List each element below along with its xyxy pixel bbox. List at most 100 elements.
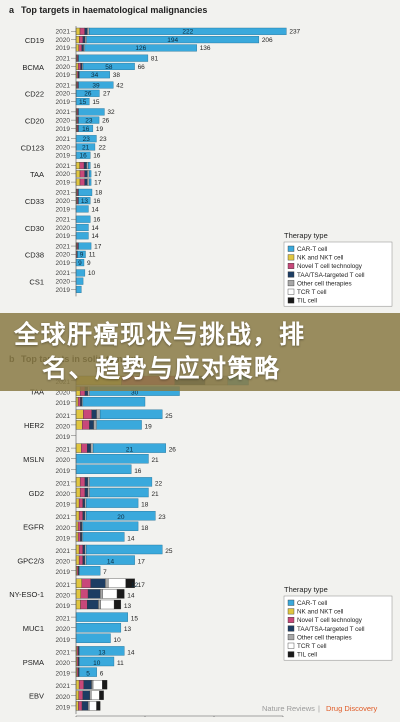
legend-entry: NK and NKT cell [297, 255, 343, 262]
legend-swatch-taa [288, 626, 294, 632]
bar-segment-novel [77, 71, 78, 78]
bar-segment-nk [76, 45, 79, 52]
bar-segment-taa [83, 36, 85, 43]
year-label: 2021 [56, 270, 71, 277]
bar-segment-nk [76, 499, 79, 508]
bar-total-label: 11 [117, 660, 124, 667]
year-label: 2020 [56, 279, 71, 286]
bar-segment-novel [80, 162, 84, 169]
bar-segment-novel [79, 691, 83, 700]
year-label: 2021 [56, 683, 71, 690]
year-label: 2019 [56, 535, 71, 542]
bar-total-label: 13 [124, 603, 132, 610]
bar-total-label: 22 [155, 480, 163, 487]
group-label: TAA [30, 170, 44, 179]
bar-segment-til [102, 680, 107, 689]
bar-total-label: 42 [116, 82, 124, 89]
bar-segment-taa [92, 410, 97, 419]
bar-total-label: 14 [127, 592, 135, 599]
group-label: HER2 [24, 421, 44, 430]
bar-segment-novel [77, 657, 78, 666]
year-label: 2020 [56, 491, 71, 498]
bar-segment-other [87, 162, 89, 169]
bar-segment-nk [76, 691, 79, 700]
bar-inner-label: 21 [126, 447, 134, 454]
bar-segment-car-t [79, 243, 91, 250]
bar-segment-car-t [79, 109, 105, 116]
bar-inner-label: 14 [107, 559, 115, 566]
bar-inner-label: 39 [92, 82, 100, 89]
panel-title: Top targets in haematological malignanci… [21, 5, 207, 15]
bar-total-label: 16 [93, 217, 101, 224]
bar-segment-nk [76, 532, 78, 541]
bar-segment-car-t [76, 232, 88, 239]
bar-segment-til [114, 600, 121, 609]
bar-segment-car-t [79, 566, 100, 575]
bar-inner-label: 10 [93, 660, 101, 667]
year-label: 2020 [56, 457, 71, 464]
bar-segment-taa [80, 522, 81, 531]
bar-segment-taa [87, 600, 98, 609]
bar-segment-other [85, 545, 87, 554]
bar-segment-car-t [76, 465, 131, 474]
bar-total-label: 16 [93, 163, 101, 170]
year-label: 2020 [56, 37, 71, 44]
bar-segment-nk [76, 701, 78, 710]
bar-segment-tcr [103, 589, 117, 598]
legend-entry: TAA/TSA-targeted T cell [297, 272, 365, 279]
year-label: 2020 [56, 592, 71, 599]
year-label: 2019 [56, 45, 71, 52]
year-label: 2021 [56, 582, 71, 589]
legend-title: Therapy type [284, 231, 328, 240]
bar-segment-nk [76, 397, 78, 406]
year-label: 2020 [56, 225, 71, 232]
year-label: 2019 [56, 72, 71, 79]
bar-segment-novel [81, 589, 88, 598]
year-label: 2021 [56, 548, 71, 555]
legend-entry: Novel T cell technology [297, 263, 363, 270]
bar-segment-novel [80, 28, 85, 35]
bar-segment-other [105, 579, 108, 588]
bar-segment-taa [85, 170, 88, 177]
legend-swatch-til [288, 298, 294, 304]
footer-divider: | [318, 704, 320, 713]
bar-total-label: 66 [138, 64, 146, 71]
year-label: 2019 [56, 603, 71, 610]
bar-segment-nk [76, 680, 79, 689]
year-label: 2019 [56, 434, 71, 441]
bar-segment-nk [76, 579, 82, 588]
bar-inner-label: 26 [84, 91, 92, 98]
bar-segment-nk [76, 162, 80, 169]
bar-segment-car-t [86, 545, 162, 554]
bar-segment-other [90, 691, 91, 700]
group-label: MUC1 [23, 624, 44, 633]
bar-segment-novel [78, 522, 80, 531]
year-label: 2019 [56, 126, 71, 133]
bar-total-label: 17 [94, 179, 102, 186]
bar-segment-tcr [91, 691, 99, 700]
bar-total-label: 15 [92, 99, 100, 106]
bar-inner-label: 16 [79, 153, 87, 160]
legend-swatch-other [288, 634, 294, 640]
year-label: 2020 [56, 525, 71, 532]
group-label: CD33 [25, 197, 44, 206]
year-label: 2021 [56, 217, 71, 224]
bar-total-label: 15 [131, 616, 139, 623]
bar-segment-taa [91, 579, 106, 588]
bar-segment-novel [78, 701, 82, 710]
year-label: 2021 [56, 190, 71, 197]
bar-total-label: 23 [99, 136, 107, 143]
bar-segment-nk [76, 63, 78, 70]
bar-inner-label: 23 [85, 117, 93, 124]
bar-total-label: 23 [158, 514, 166, 521]
year-label: 2020 [56, 559, 71, 566]
legend-entry: CAR-T cell [297, 246, 327, 253]
bar-total-label: 16 [134, 468, 142, 475]
group-label: EGFR [23, 523, 44, 532]
bar-total-label: 22 [99, 144, 107, 151]
year-label: 2019 [56, 468, 71, 475]
year-label: 2021 [56, 413, 71, 420]
bar-segment-novel [80, 170, 85, 177]
bar-total-label: 11 [89, 252, 96, 259]
bar-total-label: 16 [93, 153, 101, 160]
